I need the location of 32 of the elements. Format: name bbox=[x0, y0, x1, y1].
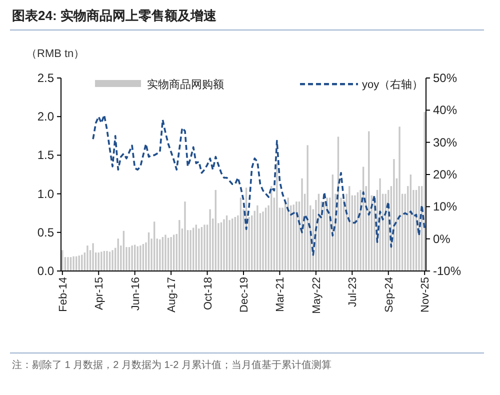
y2-tick-label: 30% bbox=[433, 135, 458, 150]
x-tick-label: Oct-18 bbox=[202, 277, 214, 310]
chart-title: 图表24: 实物商品网上零售额及增速 bbox=[12, 8, 218, 23]
legend-label: yoy（右轴） bbox=[362, 78, 424, 91]
y2-tick-label: 20% bbox=[433, 168, 458, 182]
x-tick-label: Aug-17 bbox=[166, 277, 178, 312]
x-tick-label: May-22 bbox=[310, 277, 323, 314]
x-tick-label: Apr-15 bbox=[94, 277, 106, 310]
x-tick-label: Nov-25 bbox=[420, 277, 432, 312]
x-tick-label: Dec-19 bbox=[238, 277, 250, 312]
y-tick-label: 1.5 bbox=[37, 148, 54, 162]
line-series bbox=[92, 114, 426, 256]
y-tick-label: 0.5 bbox=[37, 225, 54, 240]
y-tick-label: 1.0 bbox=[37, 186, 54, 201]
y-tick-label: 2.5 bbox=[37, 71, 54, 85]
x-tick-label: Jul-23 bbox=[347, 277, 360, 307]
legend-label: 实物商品网购额 bbox=[147, 78, 224, 91]
y-axis-title: （RMB tn） bbox=[26, 48, 85, 60]
y2-tick-label: 10% bbox=[433, 200, 458, 214]
y2-tick-label: -10% bbox=[433, 264, 462, 278]
y2-tick-label: 40% bbox=[433, 103, 458, 118]
x-tick-label: Sep-24 bbox=[383, 277, 396, 312]
x-tick-label: Mar-21 bbox=[274, 277, 287, 312]
legend-yoy（右轴）: yoy（右轴） bbox=[300, 79, 424, 91]
y2-tick-label: 50% bbox=[433, 71, 458, 85]
x-tick-label: Feb-14 bbox=[57, 277, 70, 312]
y-tick-label: 0.0 bbox=[37, 264, 54, 278]
legend-实物商品网购额: 实物商品网购额 bbox=[95, 79, 224, 91]
y-tick-label: 2.0 bbox=[37, 110, 54, 124]
x-tick-label: Jun-16 bbox=[130, 277, 142, 311]
y2-tick-label: 0% bbox=[433, 232, 451, 246]
text: 注：剔除了 1 月数据，2 月数据为 1-2 月累计值；当月值基于累计值测算 bbox=[12, 359, 332, 371]
